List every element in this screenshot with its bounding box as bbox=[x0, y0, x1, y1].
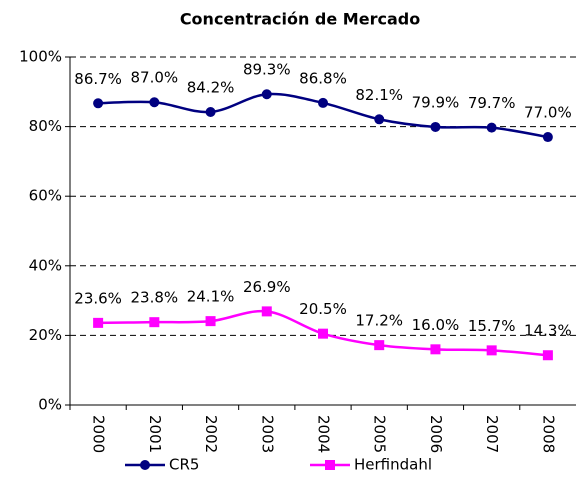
data-point bbox=[374, 340, 385, 351]
data-label: 23.8% bbox=[131, 289, 179, 307]
data-label: 77.0% bbox=[524, 104, 572, 122]
x-tick-label: 2003 bbox=[258, 415, 276, 453]
data-point bbox=[486, 122, 497, 133]
data-point bbox=[374, 114, 385, 125]
x-tick-label: 2004 bbox=[315, 415, 333, 453]
data-label: 23.6% bbox=[74, 289, 122, 307]
y-tick-label: 60% bbox=[29, 187, 62, 205]
data-label: 15.7% bbox=[468, 317, 516, 335]
data-point bbox=[205, 106, 216, 117]
y-tick-label: 100% bbox=[19, 48, 62, 66]
y-tick-label: 40% bbox=[29, 256, 62, 274]
x-tick-label: 2007 bbox=[483, 415, 501, 453]
x-tick-label: 2006 bbox=[427, 415, 445, 453]
data-label: 16.0% bbox=[412, 316, 460, 334]
data-label: 79.7% bbox=[468, 94, 516, 112]
data-point bbox=[149, 317, 160, 328]
data-point bbox=[318, 328, 328, 339]
data-point bbox=[486, 345, 497, 356]
legend-marker bbox=[140, 460, 150, 470]
data-point bbox=[261, 306, 272, 317]
y-tick-label: 80% bbox=[29, 117, 62, 135]
data-label: 87.0% bbox=[131, 69, 179, 87]
data-label: 86.8% bbox=[299, 69, 347, 87]
legend-label: CR5 bbox=[169, 456, 199, 474]
data-label: 86.7% bbox=[74, 70, 122, 88]
chart-title: Concentración de Mercado bbox=[180, 10, 420, 29]
data-label: 24.1% bbox=[187, 288, 235, 306]
x-tick-label: 2001 bbox=[146, 415, 164, 453]
data-point bbox=[318, 97, 328, 108]
data-label: 84.2% bbox=[187, 78, 235, 96]
data-point bbox=[542, 350, 553, 361]
y-tick-label: 20% bbox=[29, 326, 62, 344]
data-point bbox=[93, 317, 104, 328]
data-point bbox=[261, 89, 272, 100]
x-tick-label: 2000 bbox=[90, 415, 108, 453]
y-tick-label: 0% bbox=[38, 396, 62, 414]
data-label: 14.3% bbox=[524, 322, 572, 340]
data-label: 79.9% bbox=[412, 93, 460, 111]
data-point bbox=[430, 344, 441, 355]
data-label: 17.2% bbox=[355, 312, 403, 330]
data-point bbox=[93, 98, 104, 109]
data-label: 20.5% bbox=[299, 300, 347, 318]
data-point bbox=[149, 97, 160, 108]
x-tick-label: 2008 bbox=[539, 415, 557, 453]
data-label: 89.3% bbox=[243, 61, 291, 79]
legend-marker bbox=[325, 460, 335, 470]
legend-label: Herfindahl bbox=[354, 456, 432, 474]
data-point bbox=[430, 121, 441, 132]
x-tick-label: 2002 bbox=[202, 415, 220, 453]
data-label: 26.9% bbox=[243, 278, 291, 296]
data-label: 82.1% bbox=[355, 86, 403, 104]
x-tick-label: 2005 bbox=[371, 415, 389, 453]
data-point bbox=[205, 316, 216, 327]
data-point bbox=[542, 132, 553, 143]
